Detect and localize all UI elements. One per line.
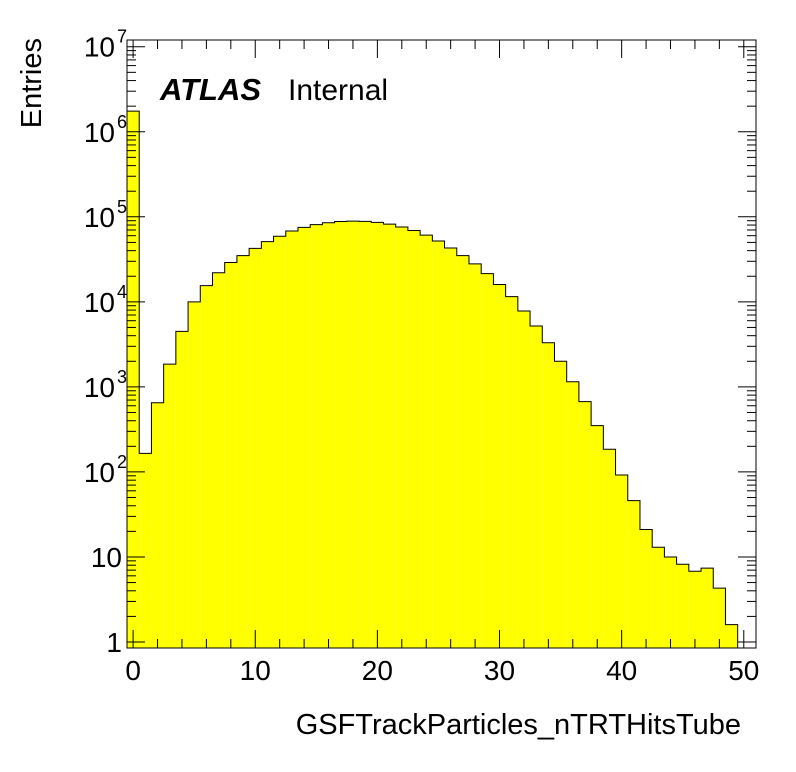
- histogram-bar: [188, 301, 201, 648]
- histogram-bar: [578, 401, 592, 648]
- histogram-bar: [444, 247, 457, 648]
- histogram-bar: [346, 221, 360, 649]
- y-tick-exponent: 4: [117, 282, 127, 302]
- histogram-bar: [163, 364, 176, 648]
- histogram-bar: [273, 236, 286, 648]
- y-tick-label: 10: [84, 202, 115, 233]
- histogram-bar: [127, 111, 140, 649]
- histogram-bar: [200, 285, 213, 648]
- histogram-bar: [603, 449, 616, 648]
- histogram-bar: [359, 221, 372, 649]
- x-tick-label: 0: [125, 655, 141, 686]
- histogram-bar: [334, 221, 347, 648]
- histogram-bar: [566, 381, 579, 648]
- y-tick-label: 10: [84, 117, 115, 148]
- histogram-bar: [261, 241, 274, 648]
- histogram-bar: [542, 342, 555, 648]
- histogram-bar: [627, 500, 640, 648]
- histogram-bar: [725, 624, 738, 648]
- histogram-bar: [676, 564, 689, 648]
- y-tick-exponent: 2: [117, 452, 127, 472]
- histogram-bar: [505, 296, 518, 648]
- histogram-bar: [713, 588, 726, 648]
- histogram-bar: [249, 248, 262, 648]
- histogram-bar: [395, 226, 408, 648]
- histogram-bar: [481, 273, 494, 648]
- histogram-bar: [285, 231, 298, 648]
- x-tick-label: 50: [728, 655, 759, 686]
- histogram-bar: [456, 255, 469, 648]
- atlas-label: ATLAS: [159, 72, 261, 107]
- x-tick-label: 20: [362, 655, 393, 686]
- internal-label: Internal: [288, 74, 388, 107]
- plot-frame: [126, 39, 757, 649]
- y-tick-exponent: 6: [117, 112, 127, 132]
- histogram-bars: [126, 110, 739, 649]
- histogram-bar: [212, 272, 225, 648]
- histogram-bar: [175, 331, 189, 648]
- histogram-bar: [420, 235, 433, 648]
- histogram-bar: [664, 556, 677, 648]
- histogram-bar: [139, 453, 152, 648]
- histogram-bar: [615, 475, 628, 648]
- histogram-bar: [517, 311, 531, 648]
- histogram-bar: [322, 222, 335, 648]
- y-tick-exponent: 7: [117, 27, 127, 47]
- histogram-bar: [591, 425, 604, 648]
- histogram-bar: [652, 547, 665, 648]
- y-tick-exponent: 3: [117, 367, 127, 387]
- histogram-bar: [468, 263, 482, 648]
- histogram-bar: [530, 325, 543, 648]
- y-axis-label: Entries: [16, 38, 48, 128]
- histogram-outline: [126, 110, 739, 648]
- histogram-bar: [407, 230, 421, 649]
- histogram-bar: [554, 361, 567, 648]
- x-tick-label: 40: [606, 655, 637, 686]
- y-tick-label: 10: [84, 287, 115, 318]
- histogram-bar: [688, 571, 702, 648]
- histogram-bar: [297, 227, 311, 648]
- histogram-bar: [639, 529, 653, 648]
- x-tick-labels: 0 10 20 30 40 50: [125, 655, 759, 686]
- histogram-bar: [224, 262, 237, 648]
- axis-ticks: [127, 40, 756, 648]
- histogram-bar: [236, 255, 250, 648]
- y-tick-label: 1: [106, 627, 122, 658]
- y-tick-exponent: 5: [117, 197, 127, 217]
- y-tick-label: 10: [84, 457, 115, 488]
- x-axis-label: GSFTrackParticles_nTRTHitsTube: [296, 709, 741, 741]
- histogram-bar: [701, 568, 714, 648]
- y-tick-label: 10: [84, 372, 115, 403]
- histogram-bar: [151, 402, 164, 648]
- histogram-bar: [371, 222, 384, 648]
- y-tick-label: 10: [91, 542, 122, 573]
- x-tick-label: 30: [484, 655, 515, 686]
- y-tick-label: 10: [84, 32, 115, 63]
- histogram-bar: [310, 224, 323, 648]
- histogram-bar: [432, 240, 445, 649]
- x-tick-label: 10: [240, 655, 271, 686]
- histogram-bar: [383, 224, 396, 648]
- histogram-bar: [493, 284, 506, 648]
